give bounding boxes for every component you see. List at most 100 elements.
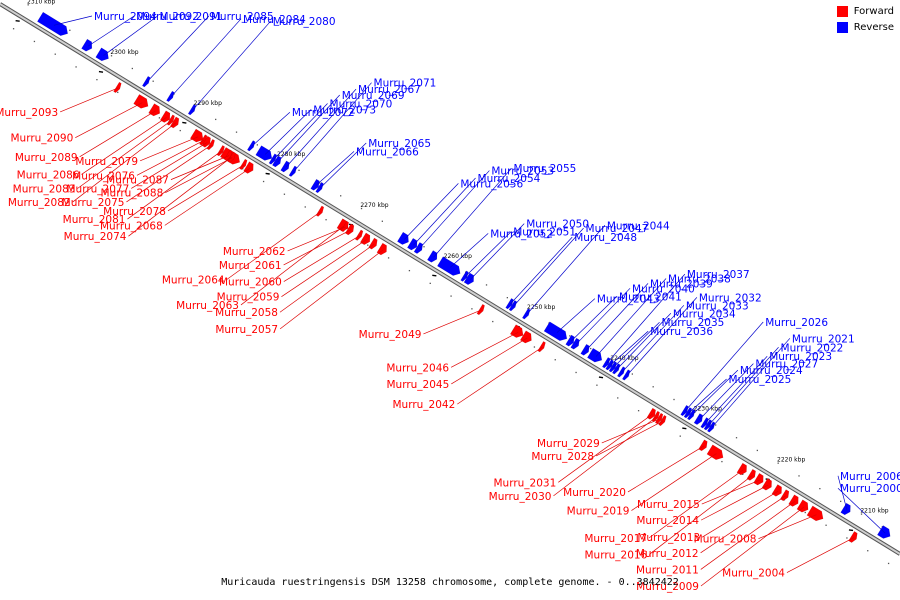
gene-label-murru-2065: Murru_2065 bbox=[368, 138, 431, 150]
leader-line bbox=[684, 321, 764, 412]
tick-label: 2220 kbp bbox=[777, 457, 805, 464]
axis-dot bbox=[325, 219, 327, 221]
leader-line bbox=[77, 120, 172, 189]
leader-line bbox=[170, 18, 242, 98]
leader-line bbox=[128, 156, 232, 237]
axis-dot bbox=[506, 297, 509, 299]
leader-line bbox=[281, 239, 367, 297]
gene-label-murru-2086: Murru_2086 bbox=[17, 169, 80, 181]
figure-caption: Muricauda ruestringensis DSM 13258 chrom… bbox=[221, 577, 679, 588]
gene-arrow-murru-2022 bbox=[703, 419, 713, 431]
axis-dot bbox=[360, 207, 363, 210]
gene-label-murru-2011: Murru_2011 bbox=[636, 564, 699, 576]
tick-mark bbox=[598, 376, 604, 379]
gene-arrow-murru-2070 bbox=[268, 153, 278, 165]
gene-arrow-murru-2048 bbox=[505, 297, 514, 310]
gene-arrow-murru-2038 bbox=[587, 347, 603, 363]
leader-line bbox=[700, 501, 795, 570]
leader-line bbox=[279, 243, 375, 313]
gene-arrow-murru-2066 bbox=[310, 178, 320, 191]
gene-arrow-murru-2024 bbox=[686, 409, 696, 421]
leader-line bbox=[319, 142, 367, 189]
leader-line bbox=[700, 495, 786, 554]
gene-arrow-murru-2049 bbox=[476, 303, 485, 316]
gene-arrow-murru-2043 bbox=[543, 321, 568, 342]
axis-dot bbox=[471, 308, 473, 310]
gene-arrow-murru-2036 bbox=[605, 359, 614, 371]
gene-label-murru-2014: Murru_2014 bbox=[636, 515, 699, 527]
reverse-swatch-icon bbox=[836, 22, 848, 33]
axis-dot bbox=[96, 79, 98, 81]
tick-label: 2300 kbp bbox=[110, 49, 138, 56]
gene-label-murru-2085: Murru_2085 bbox=[211, 11, 274, 23]
gene-label-murru-2047: Murru_2047 bbox=[586, 223, 649, 235]
gene-arrow-murru-2085 bbox=[141, 75, 151, 88]
axis-dot bbox=[117, 91, 119, 94]
gene-label-murru-2008: Murru_2008 bbox=[694, 534, 757, 546]
gene-label-murru-2071: Murru_2071 bbox=[374, 78, 437, 90]
leader-line bbox=[649, 475, 753, 555]
axis-dot bbox=[429, 282, 431, 285]
axis-dot bbox=[846, 537, 848, 539]
gene-arrow-murru-2057 bbox=[376, 242, 387, 256]
gene-arrow-murru-2080 bbox=[187, 103, 197, 116]
leader-line bbox=[146, 15, 210, 83]
gene-label-murru-2062: Murru_2062 bbox=[223, 246, 286, 258]
gene-arrow-murru-2045 bbox=[519, 330, 532, 344]
gene-label-murru-2015: Murru_2015 bbox=[637, 499, 700, 511]
leader-line bbox=[616, 313, 672, 370]
gene-label-murru-2054: Murru_2054 bbox=[478, 173, 541, 185]
gene-arrow-murru-2056 bbox=[397, 231, 409, 245]
tick-mark bbox=[682, 427, 687, 430]
gene-label-murru-2090: Murru_2090 bbox=[10, 133, 73, 145]
gene-arrow-murru-2040 bbox=[570, 337, 580, 350]
gene-arrow-murru-2071 bbox=[288, 165, 298, 177]
gene-arrow-murru-2053 bbox=[413, 242, 424, 254]
gene-label-murru-2064: Murru_2064 bbox=[162, 275, 225, 287]
gene-label-murru-2022: Murru_2022 bbox=[781, 342, 844, 354]
leader-line bbox=[413, 177, 476, 246]
legend-item-reverse: Reverse bbox=[836, 22, 894, 33]
leader-line bbox=[423, 309, 482, 335]
axis-dot bbox=[27, 4, 29, 6]
gene-label-murru-2021: Murru_2021 bbox=[792, 333, 855, 345]
legend-item-forward: Forward bbox=[836, 6, 894, 17]
leader-line bbox=[457, 346, 543, 405]
leader-line bbox=[87, 15, 135, 47]
leader-line bbox=[53, 15, 93, 26]
axis-dot bbox=[756, 449, 759, 452]
leader-line bbox=[79, 110, 156, 158]
axis-dot bbox=[152, 80, 154, 82]
leader-line bbox=[451, 337, 528, 385]
axis-dot bbox=[804, 511, 806, 514]
leader-line bbox=[103, 15, 158, 56]
gene-label-murru-2042: Murru_2042 bbox=[392, 399, 455, 411]
leader-line bbox=[293, 82, 372, 172]
gene-arrow-murru-2052 bbox=[437, 256, 461, 276]
label-layer: Murru_2093 Murru_2090 Murru_2089 Murru_2086… bbox=[0, 11, 900, 593]
gene-arrow-murru-2044 bbox=[521, 308, 531, 320]
gene-arrow-murru-2006 bbox=[840, 502, 851, 516]
leader-line bbox=[226, 211, 321, 280]
gene-label-murru-2033: Murru_2033 bbox=[686, 300, 749, 312]
gene-label-murru-2012: Murru_2012 bbox=[636, 548, 699, 560]
axis-dot bbox=[715, 424, 717, 426]
genome-axis-highlight bbox=[0, 3, 900, 555]
leader-line bbox=[556, 298, 596, 333]
axis-dot bbox=[742, 473, 744, 475]
gene-label-murru-2004: Murru_2004 bbox=[722, 568, 785, 580]
axis-dot bbox=[860, 513, 863, 515]
gene-label-murru-2009: Murru_2009 bbox=[636, 581, 699, 593]
leader-line bbox=[72, 122, 176, 203]
tick-mark bbox=[98, 70, 104, 73]
gene-label-murru-2024: Murru_2024 bbox=[740, 365, 803, 377]
gene-label-murru-2026: Murru_2026 bbox=[765, 317, 828, 329]
gene-label-murru-2094: Murru_2094 bbox=[94, 11, 157, 23]
leader-line bbox=[613, 321, 660, 368]
leader-line bbox=[513, 227, 584, 307]
gene-arrow-murru-2026 bbox=[680, 404, 689, 417]
gene-label-murru-2013: Murru_2013 bbox=[637, 532, 700, 544]
leader-line bbox=[131, 142, 208, 189]
axis-dot bbox=[825, 524, 827, 526]
